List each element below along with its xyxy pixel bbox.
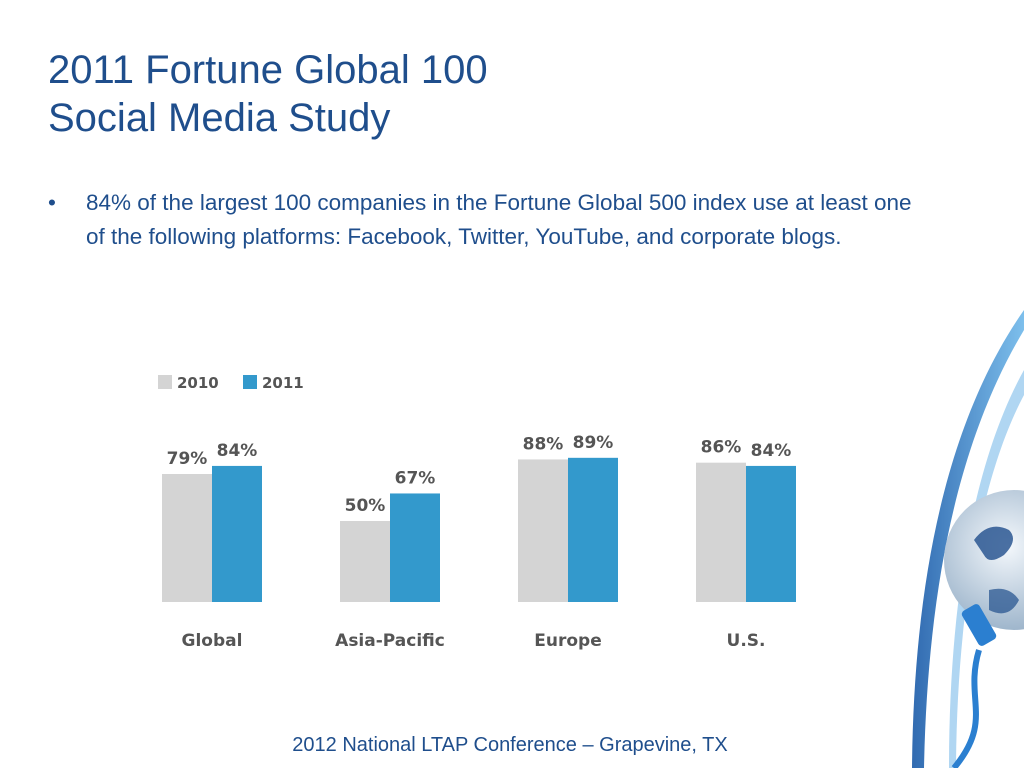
bar-chart: 2010 2011 79% 84% Global 50% 67% Asia-Pacific 88… — [140, 360, 840, 660]
bullet-dot: • — [48, 190, 56, 215]
bar-asia-pacific-2011 — [390, 493, 440, 602]
footer-text: 2012 National LTAP Conference – Grapevin… — [292, 734, 728, 756]
bar-asia-pacific-2010 — [340, 521, 390, 602]
bar-global-2010 — [162, 474, 212, 602]
value-label-u-s-2011: 84% — [751, 441, 792, 461]
bullet-text: 84% of the largest 100 companies in the … — [86, 190, 912, 249]
bar-global-2011 — [212, 465, 262, 602]
category-label-u-s: U.S. — [727, 631, 766, 651]
value-label-global-2011: 84% — [217, 441, 258, 461]
title-line-2: Social Media Study — [48, 96, 391, 140]
value-label-europe-2010: 88% — [523, 434, 564, 454]
bar-u-s-2010 — [696, 462, 746, 602]
category-label-global: Global — [182, 631, 243, 651]
bar-europe-2011 — [568, 457, 618, 602]
chart-svg: 2010 2011 79% 84% Global 50% 67% Asia-Pacific 88… — [158, 374, 796, 651]
value-label-asia-pacific-2010: 50% — [345, 496, 386, 516]
category-label-asia-pacific: Asia-Pacific — [335, 631, 445, 651]
category-label-europe: Europe — [534, 631, 601, 651]
value-label-asia-pacific-2011: 67% — [395, 468, 436, 488]
bullet-item: • 84% of the largest 100 companies in th… — [48, 186, 928, 254]
value-label-europe-2011: 89% — [573, 433, 614, 453]
legend-label-2010: 2010 — [177, 374, 219, 392]
bar-europe-2010 — [518, 459, 568, 602]
legend-swatch-2010 — [158, 375, 172, 389]
bar-u-s-2011 — [746, 465, 796, 602]
bullet-list: • 84% of the largest 100 companies in th… — [48, 186, 928, 254]
value-label-u-s-2010: 86% — [701, 438, 742, 458]
legend-swatch-2011 — [243, 375, 257, 389]
title-line-1: 2011 Fortune Global 100 — [48, 48, 488, 92]
legend-label-2011: 2011 — [262, 374, 304, 392]
slide-title: 2011 Fortune Global 100 Social Media Stu… — [48, 46, 488, 142]
globe-decoration — [912, 310, 1024, 768]
value-label-global-2010: 79% — [167, 449, 208, 469]
